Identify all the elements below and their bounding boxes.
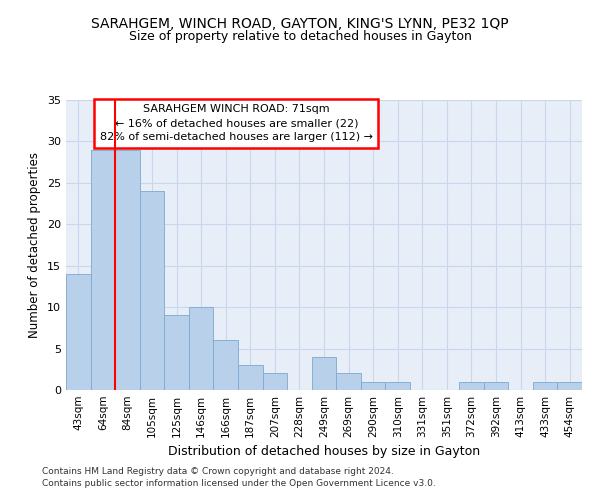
Text: Contains public sector information licensed under the Open Government Licence v3: Contains public sector information licen…	[42, 478, 436, 488]
Bar	[263, 374, 287, 390]
Bar	[189, 307, 214, 390]
Bar	[385, 382, 410, 390]
Bar	[361, 382, 385, 390]
Text: Contains HM Land Registry data © Crown copyright and database right 2024.: Contains HM Land Registry data © Crown c…	[42, 467, 394, 476]
Bar	[484, 382, 508, 390]
Bar	[115, 150, 140, 390]
Bar	[238, 365, 263, 390]
Y-axis label: Number of detached properties: Number of detached properties	[28, 152, 41, 338]
X-axis label: Distribution of detached houses by size in Gayton: Distribution of detached houses by size …	[168, 446, 480, 458]
Text: Size of property relative to detached houses in Gayton: Size of property relative to detached ho…	[128, 30, 472, 43]
Text: SARAHGEM, WINCH ROAD, GAYTON, KING'S LYNN, PE32 1QP: SARAHGEM, WINCH ROAD, GAYTON, KING'S LYN…	[91, 18, 509, 32]
Bar	[336, 374, 361, 390]
Bar	[214, 340, 238, 390]
Bar	[557, 382, 582, 390]
Bar	[312, 357, 336, 390]
Text: SARAHGEM WINCH ROAD: 71sqm
← 16% of detached houses are smaller (22)
82% of semi: SARAHGEM WINCH ROAD: 71sqm ← 16% of deta…	[100, 104, 373, 142]
Bar	[164, 316, 189, 390]
Bar	[66, 274, 91, 390]
Bar	[533, 382, 557, 390]
Bar	[459, 382, 484, 390]
Bar	[91, 150, 115, 390]
Bar	[140, 191, 164, 390]
